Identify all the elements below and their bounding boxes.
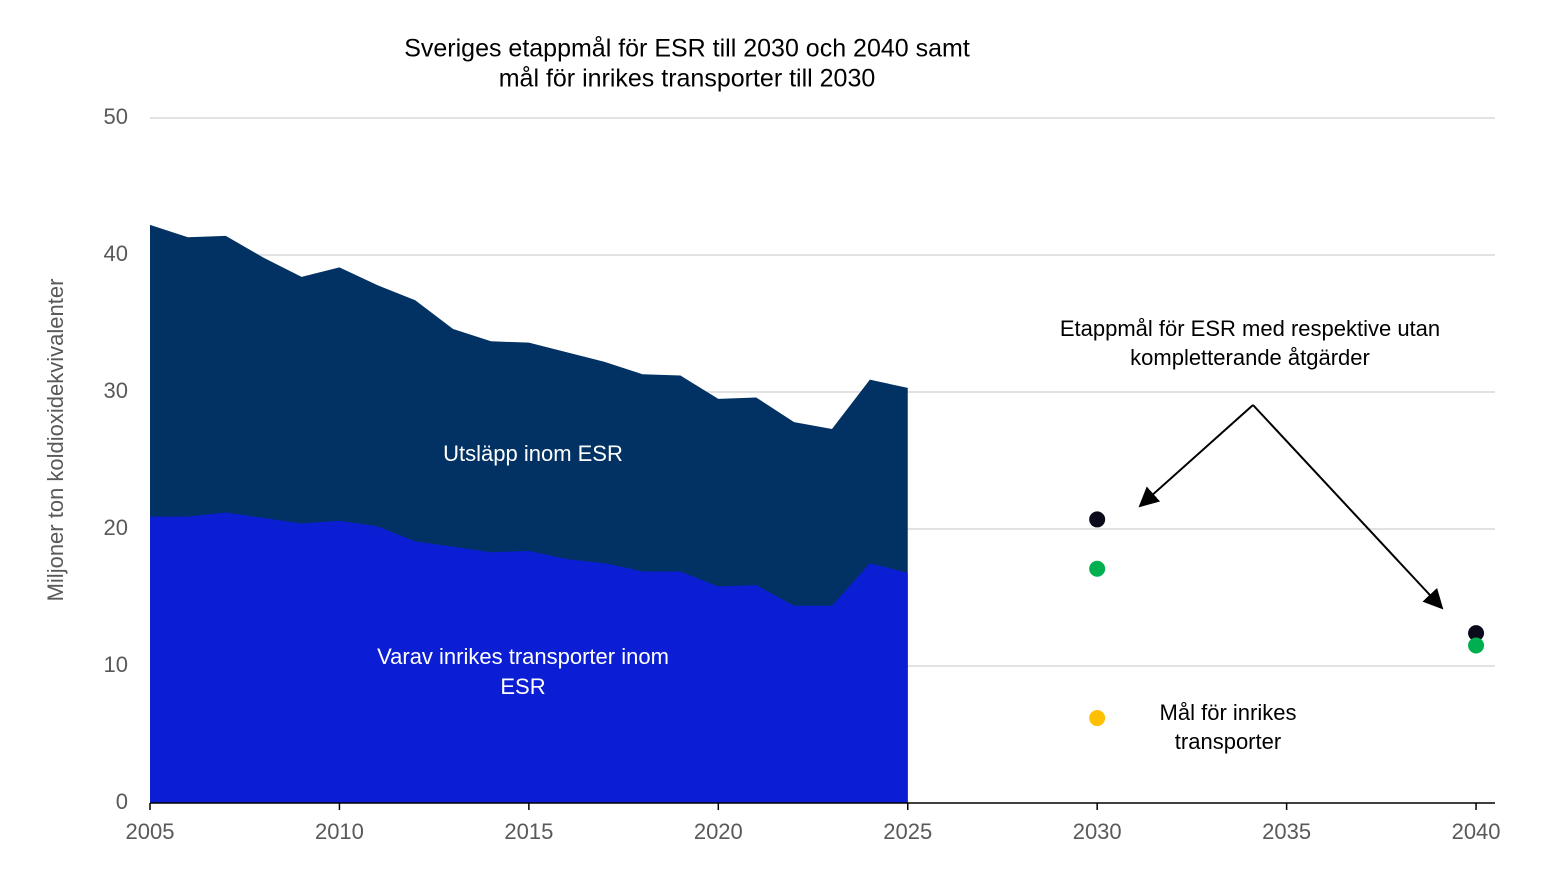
y-axis-label: Miljoner ton koldioxidekvivalenter (43, 279, 68, 602)
labels: Sveriges etappmål för ESR till 2030 och … (43, 35, 1485, 754)
area-label: Varav inrikes transporter inom (377, 644, 669, 669)
x-tick-label: 2005 (126, 819, 175, 844)
x-tick-label: 2030 (1073, 819, 1122, 844)
target-point (1089, 560, 1106, 577)
x-tick-label: 2035 (1262, 819, 1311, 844)
arrow (1252, 404, 1444, 610)
y-tick-label: 0 (116, 789, 128, 814)
target-point (1468, 625, 1485, 642)
y-tick-label: 50 (104, 104, 128, 129)
y-tick-label: 10 (104, 652, 128, 677)
target-point (1089, 511, 1106, 528)
target-point (1089, 710, 1106, 727)
x-tick-label: 2020 (694, 819, 743, 844)
annotation: Etappmål för ESR med respektive utan (1060, 316, 1440, 341)
area-label: ESR (500, 674, 545, 699)
annotation: Mål för inrikes (1160, 700, 1297, 725)
x-tick-label: 2015 (504, 819, 553, 844)
annotation: transporter (1175, 729, 1281, 754)
area (150, 512, 908, 803)
area-label: Utsläpp inom ESR (443, 441, 623, 466)
annotation: kompletterande åtgärder (1130, 345, 1370, 370)
chart-title: Sveriges etappmål för ESR till 2030 och … (404, 35, 970, 63)
arrow (1138, 404, 1254, 508)
target-point (1468, 637, 1485, 654)
x-tick-label: 2010 (315, 819, 364, 844)
areas (150, 224, 908, 804)
y-tick-label: 30 (104, 378, 128, 403)
y-tick-label: 20 (104, 515, 128, 540)
y-tick-label: 40 (104, 241, 128, 266)
x-tick-label: 2025 (883, 819, 932, 844)
x-tick-label: 2040 (1452, 819, 1501, 844)
chart-title: mål för inrikes transporter till 2030 (499, 65, 876, 93)
